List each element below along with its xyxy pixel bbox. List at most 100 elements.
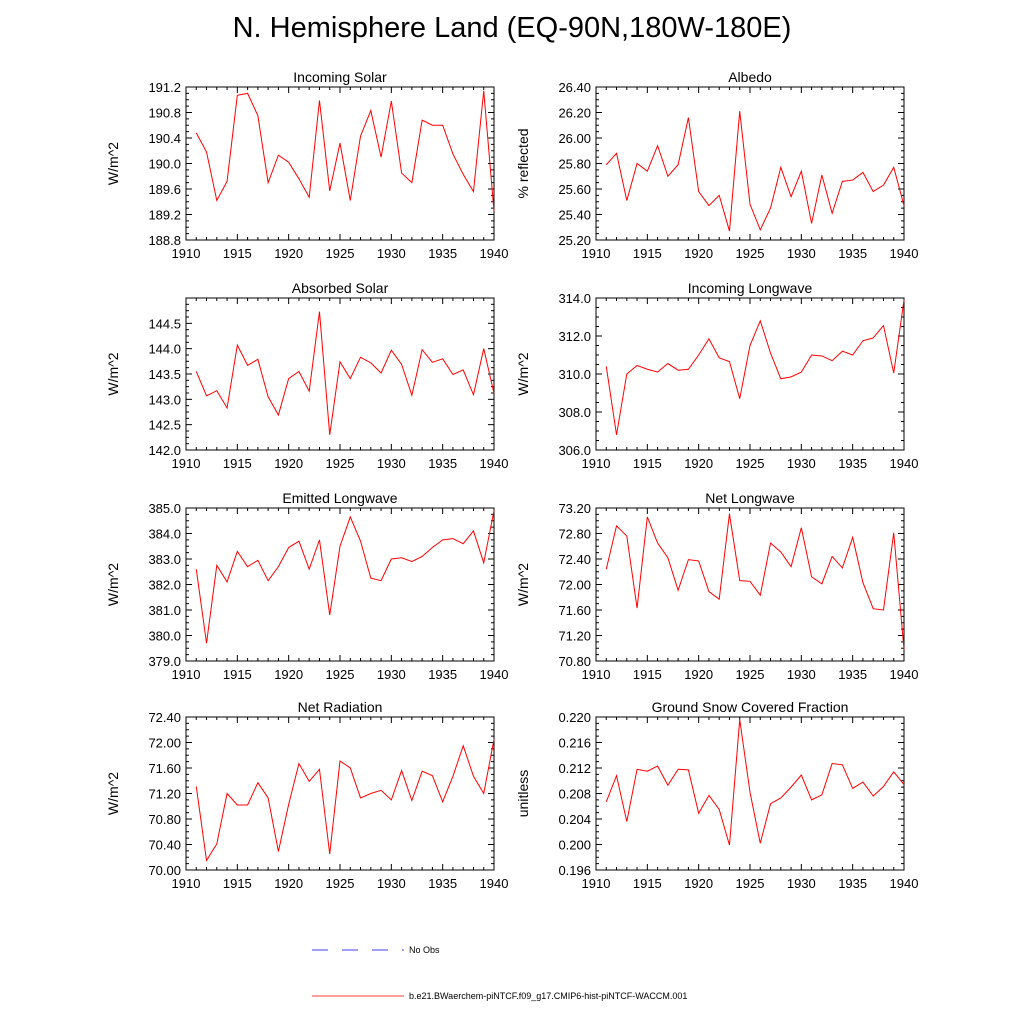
- y-tick-label: 71.60: [148, 761, 181, 776]
- chart-title: Albedo: [728, 69, 772, 85]
- y-axis-label: W/m^2: [105, 563, 121, 606]
- y-tick-label: 70.80: [558, 654, 591, 669]
- chart-incoming-longwave: Incoming Longwave W/m^2 1910 1915 1920 1925 19…: [515, 280, 918, 471]
- y-tick-label: 142.0: [148, 443, 181, 458]
- x-tick-label: 1915: [633, 456, 662, 471]
- series-line: [195, 90, 495, 212]
- chart-net-radiation: Net Radiation W/m^2 1910 1915 1920 1925 1930 19…: [105, 699, 508, 891]
- x-tick-label: 1930: [787, 456, 816, 471]
- legend-label-obs: No Obs: [409, 945, 440, 955]
- x-tick-label: 1940: [890, 667, 919, 682]
- x-tick-label: 1925: [326, 456, 355, 471]
- y-tick-label: 0.212: [558, 761, 591, 776]
- y-tick-label: 144.0: [148, 342, 181, 357]
- y-tick-label: 380.0: [148, 629, 181, 644]
- chart-albedo: Albedo % reflected 1910 1915 1920 1925 1930 193…: [515, 69, 918, 261]
- x-tick-label: 1930: [787, 876, 816, 891]
- x-tick-label: 1910: [582, 246, 611, 261]
- x-tick-label: 1910: [582, 456, 611, 471]
- y-tick-label: 144.5: [148, 316, 181, 331]
- series-line: [195, 311, 495, 435]
- y-tick-label: 143.0: [148, 392, 181, 407]
- y-tick-label: 26.00: [558, 131, 591, 146]
- x-tick-label: 1935: [428, 667, 457, 682]
- y-tick-label: 25.20: [558, 233, 591, 248]
- x-tick-label: 1925: [736, 876, 765, 891]
- y-tick-label: 379.0: [148, 654, 181, 669]
- x-tick-label: 1920: [274, 667, 303, 682]
- y-tick-label: 71.60: [558, 603, 591, 618]
- y-axis-label: W/m^2: [515, 352, 531, 395]
- y-tick-label: 382.0: [148, 578, 181, 593]
- x-tick-label: 1920: [684, 876, 713, 891]
- y-tick-label: 71.20: [148, 787, 181, 802]
- x-tick-label: 1930: [377, 456, 406, 471]
- x-tick-label: 1940: [480, 667, 509, 682]
- legend-label-model: b.e21.BWaerchem-piNTCF.f09_g17.CMIP6-his…: [409, 991, 687, 1001]
- y-tick-label: 189.2: [148, 208, 181, 223]
- y-axis-label: W/m^2: [105, 352, 121, 395]
- y-tick-label: 72.40: [148, 710, 181, 725]
- chart-emitted-longwave: Emitted Longwave W/m^2 1910 1915 1920 1925 193…: [105, 490, 508, 682]
- x-tick-label: 1935: [428, 876, 457, 891]
- y-tick-label: 308.0: [558, 405, 591, 420]
- series-line: [605, 299, 905, 435]
- x-tick-label: 1920: [684, 246, 713, 261]
- x-tick-label: 1915: [223, 876, 252, 891]
- y-tick-label: 188.8: [148, 233, 181, 248]
- x-tick-label: 1910: [172, 246, 201, 261]
- y-axis-label: W/m^2: [105, 772, 121, 815]
- plot-frame: [185, 507, 495, 662]
- y-tick-label: 72.00: [148, 736, 181, 751]
- chart-incoming-solar: Incoming Solar W/m^2 1910 1915 1920 1925 1930 1…: [105, 69, 508, 261]
- x-tick-label: 1910: [582, 667, 611, 682]
- x-tick-label: 1935: [428, 246, 457, 261]
- y-axis-label: W/m^2: [105, 142, 121, 185]
- x-tick-label: 1915: [633, 246, 662, 261]
- y-tick-label: 385.0: [148, 501, 181, 516]
- y-tick-label: 190.8: [148, 106, 181, 121]
- y-tick-label: 70.40: [148, 838, 181, 853]
- y-tick-label: 70.00: [148, 863, 181, 878]
- series-line: [195, 739, 495, 862]
- y-tick-label: 26.40: [558, 80, 591, 95]
- x-tick-label: 1920: [274, 876, 303, 891]
- y-tick-label: 0.220: [558, 710, 591, 725]
- y-tick-label: 25.60: [558, 182, 591, 197]
- x-tick-label: 1930: [377, 246, 406, 261]
- x-tick-label: 1940: [890, 246, 919, 261]
- y-tick-label: 142.5: [148, 418, 181, 433]
- x-tick-label: 1910: [582, 876, 611, 891]
- y-tick-label: 70.80: [148, 812, 181, 827]
- chart-net-longwave: Net Longwave W/m^2 1910 1915 1920 1925 1930 193…: [515, 490, 918, 682]
- figure-title: N. Hemisphere Land (EQ-90N,180W-180E): [232, 12, 792, 44]
- plot-frame: [595, 507, 905, 662]
- y-tick-label: 314.0: [558, 291, 591, 306]
- x-tick-label: 1910: [172, 456, 201, 471]
- x-tick-label: 1915: [633, 667, 662, 682]
- x-tick-label: 1920: [684, 667, 713, 682]
- x-tick-label: 1935: [838, 456, 867, 471]
- y-tick-label: 190.4: [148, 131, 181, 146]
- y-axis-label: W/m^2: [515, 563, 531, 606]
- series-line: [605, 719, 905, 846]
- y-tick-label: 384.0: [148, 527, 181, 542]
- y-tick-label: 72.00: [558, 578, 591, 593]
- chart-title: Ground Snow Covered Fraction: [652, 699, 849, 715]
- plot-frame: [185, 86, 495, 241]
- x-tick-label: 1925: [736, 246, 765, 261]
- y-tick-label: 190.0: [148, 157, 181, 172]
- x-tick-label: 1925: [326, 667, 355, 682]
- x-tick-label: 1940: [890, 456, 919, 471]
- y-tick-label: 143.5: [148, 367, 181, 382]
- chart-title: Net Radiation: [298, 699, 383, 715]
- x-tick-label: 1915: [223, 246, 252, 261]
- series-line: [605, 513, 905, 650]
- y-tick-label: 310.0: [558, 367, 591, 382]
- y-tick-label: 0.204: [558, 812, 591, 827]
- x-tick-label: 1920: [684, 456, 713, 471]
- x-tick-label: 1935: [428, 456, 457, 471]
- y-tick-label: 73.20: [558, 501, 591, 516]
- y-tick-label: 71.20: [558, 629, 591, 644]
